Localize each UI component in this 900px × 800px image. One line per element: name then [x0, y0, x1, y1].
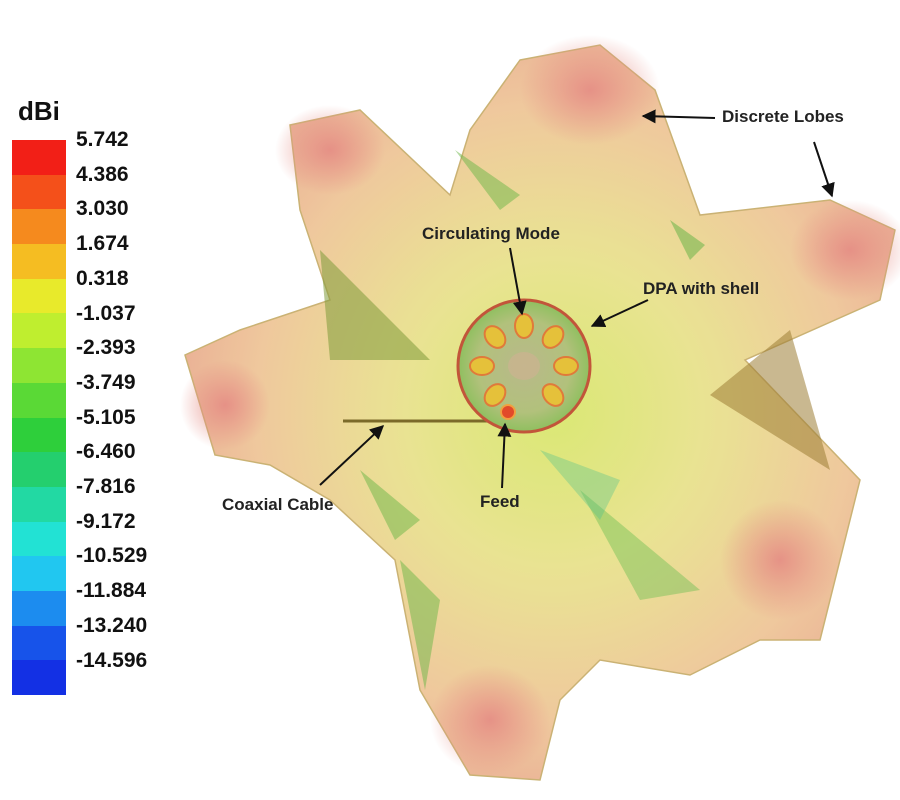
arrow-dpa-with-shell [590, 299, 649, 328]
colorbar-tick-label: 5.742 [76, 128, 129, 151]
colorbar-swatch [12, 278, 66, 314]
fold-shadow [360, 470, 420, 540]
colorbar-swatch [12, 313, 66, 349]
colorbar-swatch [12, 382, 66, 418]
colorbar-swatch [12, 660, 66, 695]
colorbar-tick-label: -11.884 [76, 579, 147, 603]
colorbar-tick-label: -10.529 [76, 544, 148, 568]
colorbar-swatch [12, 486, 66, 522]
feed-point [500, 404, 516, 420]
label-dpa-with-shell: DPA with shell [643, 279, 760, 298]
lobe-tip [720, 500, 840, 620]
arrow-feed [497, 422, 512, 489]
colorbar-swatch [12, 209, 66, 245]
label-feed: Feed [480, 492, 520, 511]
colorbar-tick-label: -6.460 [76, 440, 136, 464]
colorbar-swatch [12, 244, 66, 279]
fold-shadow [320, 250, 430, 360]
colorbar [12, 140, 66, 695]
colorbar-tick-label: -13.240 [76, 613, 148, 637]
colorbar-swatch [12, 590, 66, 626]
fold-shadow [670, 220, 705, 260]
fold-shadow [710, 330, 830, 470]
colorbar-swatch [12, 348, 66, 383]
colorbar-tick-label: -9.172 [76, 509, 136, 533]
fold-shadow [540, 450, 620, 520]
lobe-tip [275, 105, 385, 195]
colorbar-swatch [12, 174, 66, 210]
colorbar-tick-label: -14.596 [76, 648, 148, 672]
arrow-discrete-lobes-top [641, 109, 716, 124]
colorbar-tick-label: -7.816 [76, 475, 136, 498]
colorbar-tick-label: -3.749 [76, 370, 136, 394]
arrow-coaxial-cable [319, 425, 385, 486]
colorbar-tick-label: 1.674 [76, 232, 129, 256]
colorbar-swatch [12, 452, 66, 487]
colorbar-swatch [12, 625, 66, 661]
label-circulating-mode: Circulating Mode [422, 224, 560, 243]
fold-shadow [400, 560, 440, 690]
arrow-discrete-lobes-right [813, 141, 835, 198]
colorbar-swatch [12, 556, 66, 591]
colorbar-swatch [12, 140, 66, 175]
colorbar-swatch [12, 417, 66, 453]
colorbar-tick-label: 3.030 [76, 197, 129, 221]
label-coaxial-cable: Coaxial Cable [222, 495, 334, 514]
colorbar-tick-label: 4.386 [76, 162, 129, 186]
colorbar-tick-label: 0.318 [76, 266, 129, 290]
lobe-tip [180, 360, 270, 450]
legend-unit: dBi [18, 96, 60, 126]
lobe-tip [520, 35, 660, 145]
arrow-circulating-mode [509, 247, 527, 316]
circulating-mode-spots [469, 313, 579, 407]
label-discrete-lobes: Discrete Lobes [722, 107, 844, 126]
lobe-tip [430, 665, 550, 775]
colorbar-tick-label: -5.105 [76, 405, 136, 429]
colorbar-swatch [12, 521, 66, 557]
colorbar-tick-label: -1.037 [76, 301, 136, 325]
colorbar-tick-label: -2.393 [76, 336, 136, 360]
fold-shadow [580, 490, 700, 600]
lobe-tip [790, 200, 900, 300]
fold-shadow [455, 150, 520, 210]
